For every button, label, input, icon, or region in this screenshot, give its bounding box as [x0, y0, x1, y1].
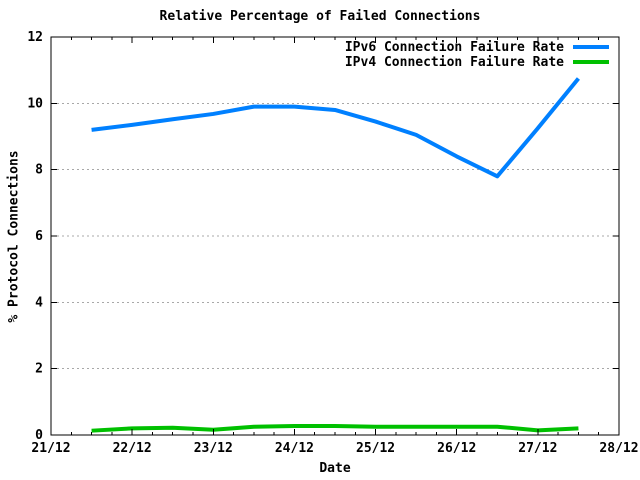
svg-text:28/12: 28/12: [599, 441, 638, 456]
svg-text:10: 10: [27, 96, 43, 111]
legend-line-sample-ipv6: [573, 45, 609, 49]
svg-text:25/12: 25/12: [356, 441, 395, 456]
svg-text:12: 12: [27, 30, 43, 45]
x-axis-label: Date: [319, 461, 351, 476]
svg-text:0: 0: [35, 428, 43, 443]
svg-text:6: 6: [35, 229, 43, 244]
legend-item-ipv6: IPv6 Connection Failure Rate: [344, 39, 609, 55]
svg-text:27/12: 27/12: [518, 441, 557, 456]
svg-text:4: 4: [35, 295, 43, 310]
svg-text:8: 8: [35, 163, 43, 178]
svg-text:21/12: 21/12: [31, 441, 70, 456]
legend-line-sample-ipv4: [573, 60, 609, 64]
legend-label-ipv4: IPv4 Connection Failure Rate: [344, 54, 564, 70]
svg-text:2: 2: [35, 362, 43, 377]
svg-text:26/12: 26/12: [437, 441, 476, 456]
svg-text:22/12: 22/12: [113, 441, 152, 456]
svg-text:24/12: 24/12: [275, 441, 314, 456]
legend: IPv6 Connection Failure Rate IPv4 Connec…: [344, 39, 609, 70]
legend-label-ipv6: IPv6 Connection Failure Rate: [344, 39, 564, 55]
svg-text:23/12: 23/12: [194, 441, 233, 456]
chart-title: Relative Percentage of Failed Connection…: [159, 9, 481, 24]
legend-item-ipv4: IPv4 Connection Failure Rate: [344, 54, 609, 70]
